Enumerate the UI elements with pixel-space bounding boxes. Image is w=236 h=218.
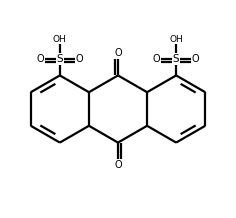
Text: O: O	[192, 54, 200, 64]
Text: OH: OH	[169, 35, 183, 44]
Text: S: S	[57, 54, 63, 64]
Text: O: O	[114, 160, 122, 170]
Text: O: O	[76, 54, 83, 64]
Text: S: S	[173, 54, 179, 64]
Text: OH: OH	[53, 35, 67, 44]
Text: O: O	[153, 54, 160, 64]
Text: O: O	[36, 54, 44, 64]
Text: O: O	[114, 48, 122, 58]
